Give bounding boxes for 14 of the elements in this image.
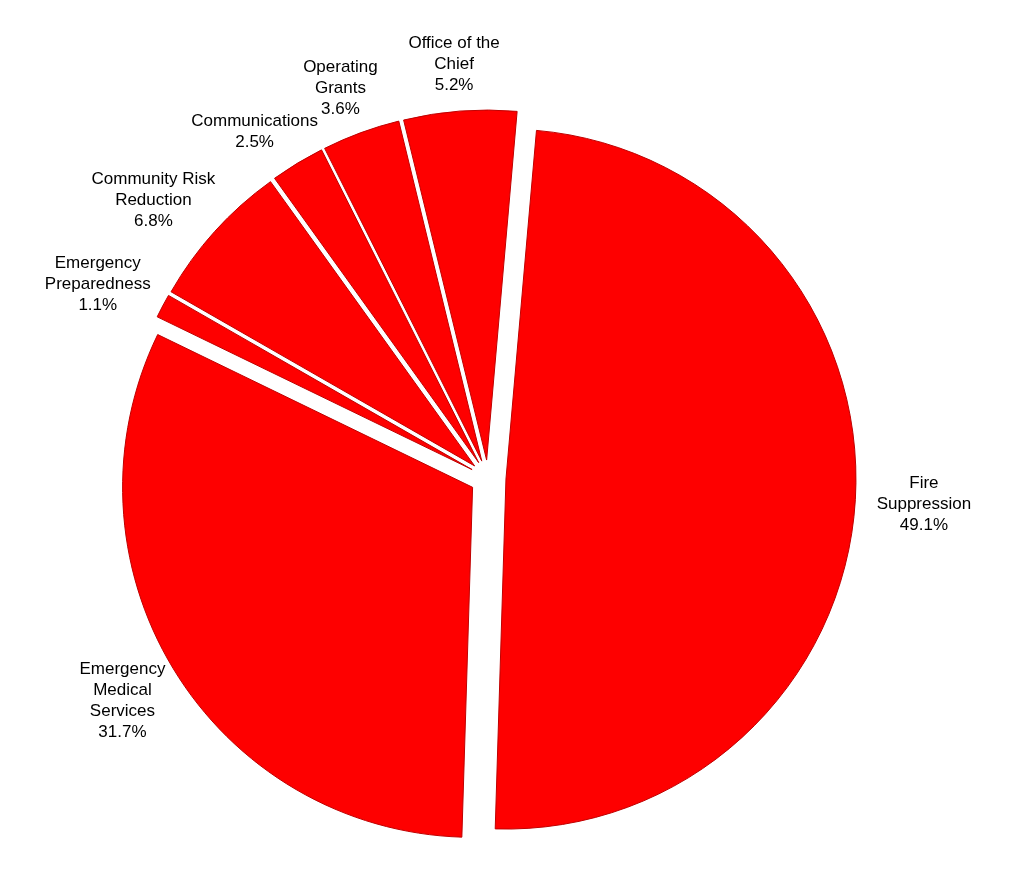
data-label: 31.7% [98,721,147,741]
data-label: 1.1% [78,295,118,315]
data-label: 49.1% [899,514,949,534]
slice-label: Community Risk Reduction [91,168,216,209]
data-label: 5.2% [434,74,474,94]
slice-label: Fire Suppression [876,472,972,513]
slice-label: Emergency Medical Services [79,658,166,720]
slice-label: Office of the Chief [408,32,500,73]
data-label: 2.5% [235,132,274,152]
slice-label: Operating Grants [303,57,378,98]
slice-label: Emergency Preparedness [44,253,151,294]
data-label: 3.6% [321,99,360,119]
data-label: 6.8% [134,210,173,230]
slice-label: Communications [191,111,318,131]
